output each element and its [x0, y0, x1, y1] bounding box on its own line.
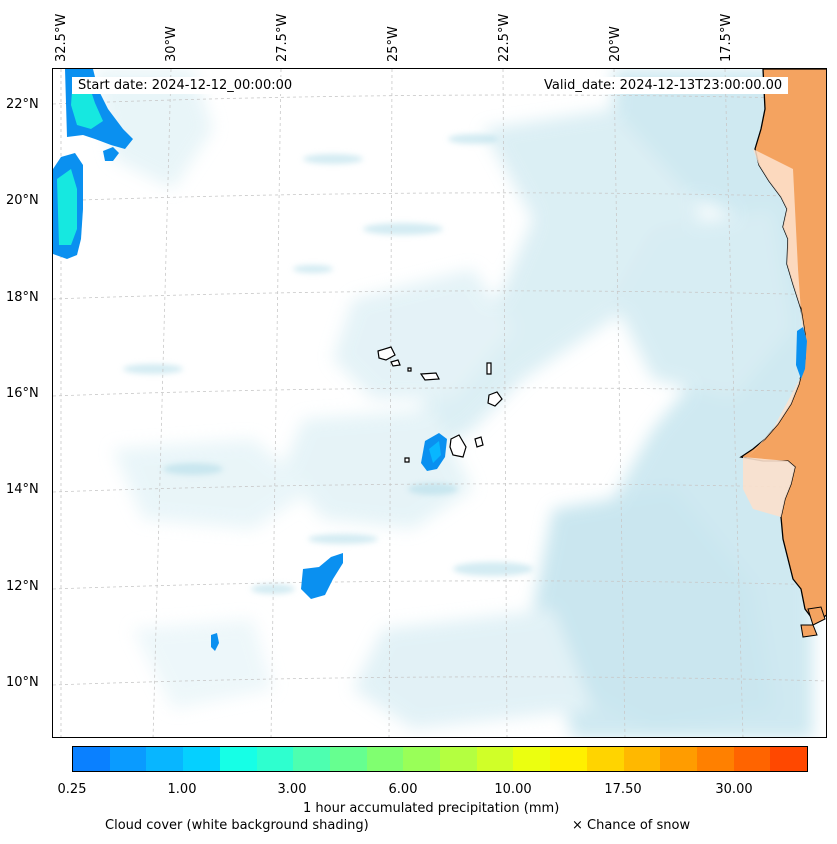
lat-label: 22°N: [6, 97, 39, 112]
lat-label: 12°N: [6, 579, 39, 594]
lat-label: 20°N: [6, 193, 39, 208]
colorbar-tick: 17.50: [604, 782, 642, 797]
colorbar-segment: [366, 747, 404, 771]
colorbar-segment: [696, 747, 734, 771]
lon-label: 27.5°W: [275, 13, 290, 62]
colorbar-segment: [733, 747, 771, 771]
colorbar-segment: [403, 747, 441, 771]
colorbar-label: 1 hour accumulated precipitation (mm): [303, 801, 560, 816]
land-fade-south: [743, 457, 795, 517]
colorbar-tick: 6.00: [388, 782, 418, 797]
precip-south: [301, 553, 343, 599]
map-canvas: [53, 69, 826, 737]
colorbar-segment: [513, 747, 551, 771]
colorbar-tick: 3.00: [277, 782, 307, 797]
colorbar-segment: [146, 747, 184, 771]
cloud-cover-shading: [93, 69, 813, 737]
colorbar-segment: [770, 747, 808, 771]
precip-cv-south-inner: [429, 441, 441, 463]
lat-label: 18°N: [6, 290, 39, 305]
lon-label: 17.5°W: [719, 13, 734, 62]
colorbar-segment: [73, 747, 110, 771]
lon-label: 22.5°W: [497, 13, 512, 62]
precip-south-small: [211, 633, 219, 651]
map-area: [52, 68, 827, 738]
colorbar-segment: [109, 747, 147, 771]
colorbar-segment: [440, 747, 477, 771]
start-date-label: Start date: 2024-12-12_00:00:00: [72, 77, 299, 94]
colorbar-segment: [293, 747, 330, 771]
lon-label: 20°W: [608, 26, 623, 62]
cloud-streaks: [123, 134, 533, 594]
lon-label: 30°W: [164, 26, 179, 62]
colorbar-tick: 30.00: [715, 782, 753, 797]
colorbar-segment: [586, 747, 624, 771]
cape-verde-islands: [377, 346, 503, 463]
colorbar-segment: [256, 747, 294, 771]
colorbar-segment: [219, 747, 257, 771]
lat-label: 10°N: [6, 675, 39, 690]
colorbar-tick: 1.00: [167, 782, 197, 797]
gridlines: [53, 69, 826, 737]
precip-west-inner: [57, 169, 77, 245]
colorbar-segment: [476, 747, 514, 771]
precip-small-nw: [103, 147, 119, 161]
lat-label: 14°N: [6, 482, 39, 497]
colorbar-segment: [183, 747, 220, 771]
colorbar-segment: [329, 747, 367, 771]
colorbar-segment: [550, 747, 587, 771]
lat-label: 16°N: [6, 386, 39, 401]
coastal-islands: [800, 606, 826, 638]
snow-legend: × Chance of snow: [572, 818, 691, 833]
land-fade: [748, 149, 805, 457]
precipitation-colorbar: [72, 746, 808, 772]
colorbar-segment: [660, 747, 697, 771]
colorbar-tick: 0.25: [57, 782, 87, 797]
precip-coast: [796, 327, 807, 379]
lon-label: 32.5°W: [54, 13, 69, 62]
cloud-cover-legend: Cloud cover (white background shading): [105, 818, 369, 833]
colorbar-segment: [623, 747, 661, 771]
colorbar-tick: 10.00: [494, 782, 532, 797]
lon-label: 25°W: [386, 26, 401, 62]
valid-date-label: Valid_date: 2024-12-13T23:00:00.00: [538, 77, 789, 94]
